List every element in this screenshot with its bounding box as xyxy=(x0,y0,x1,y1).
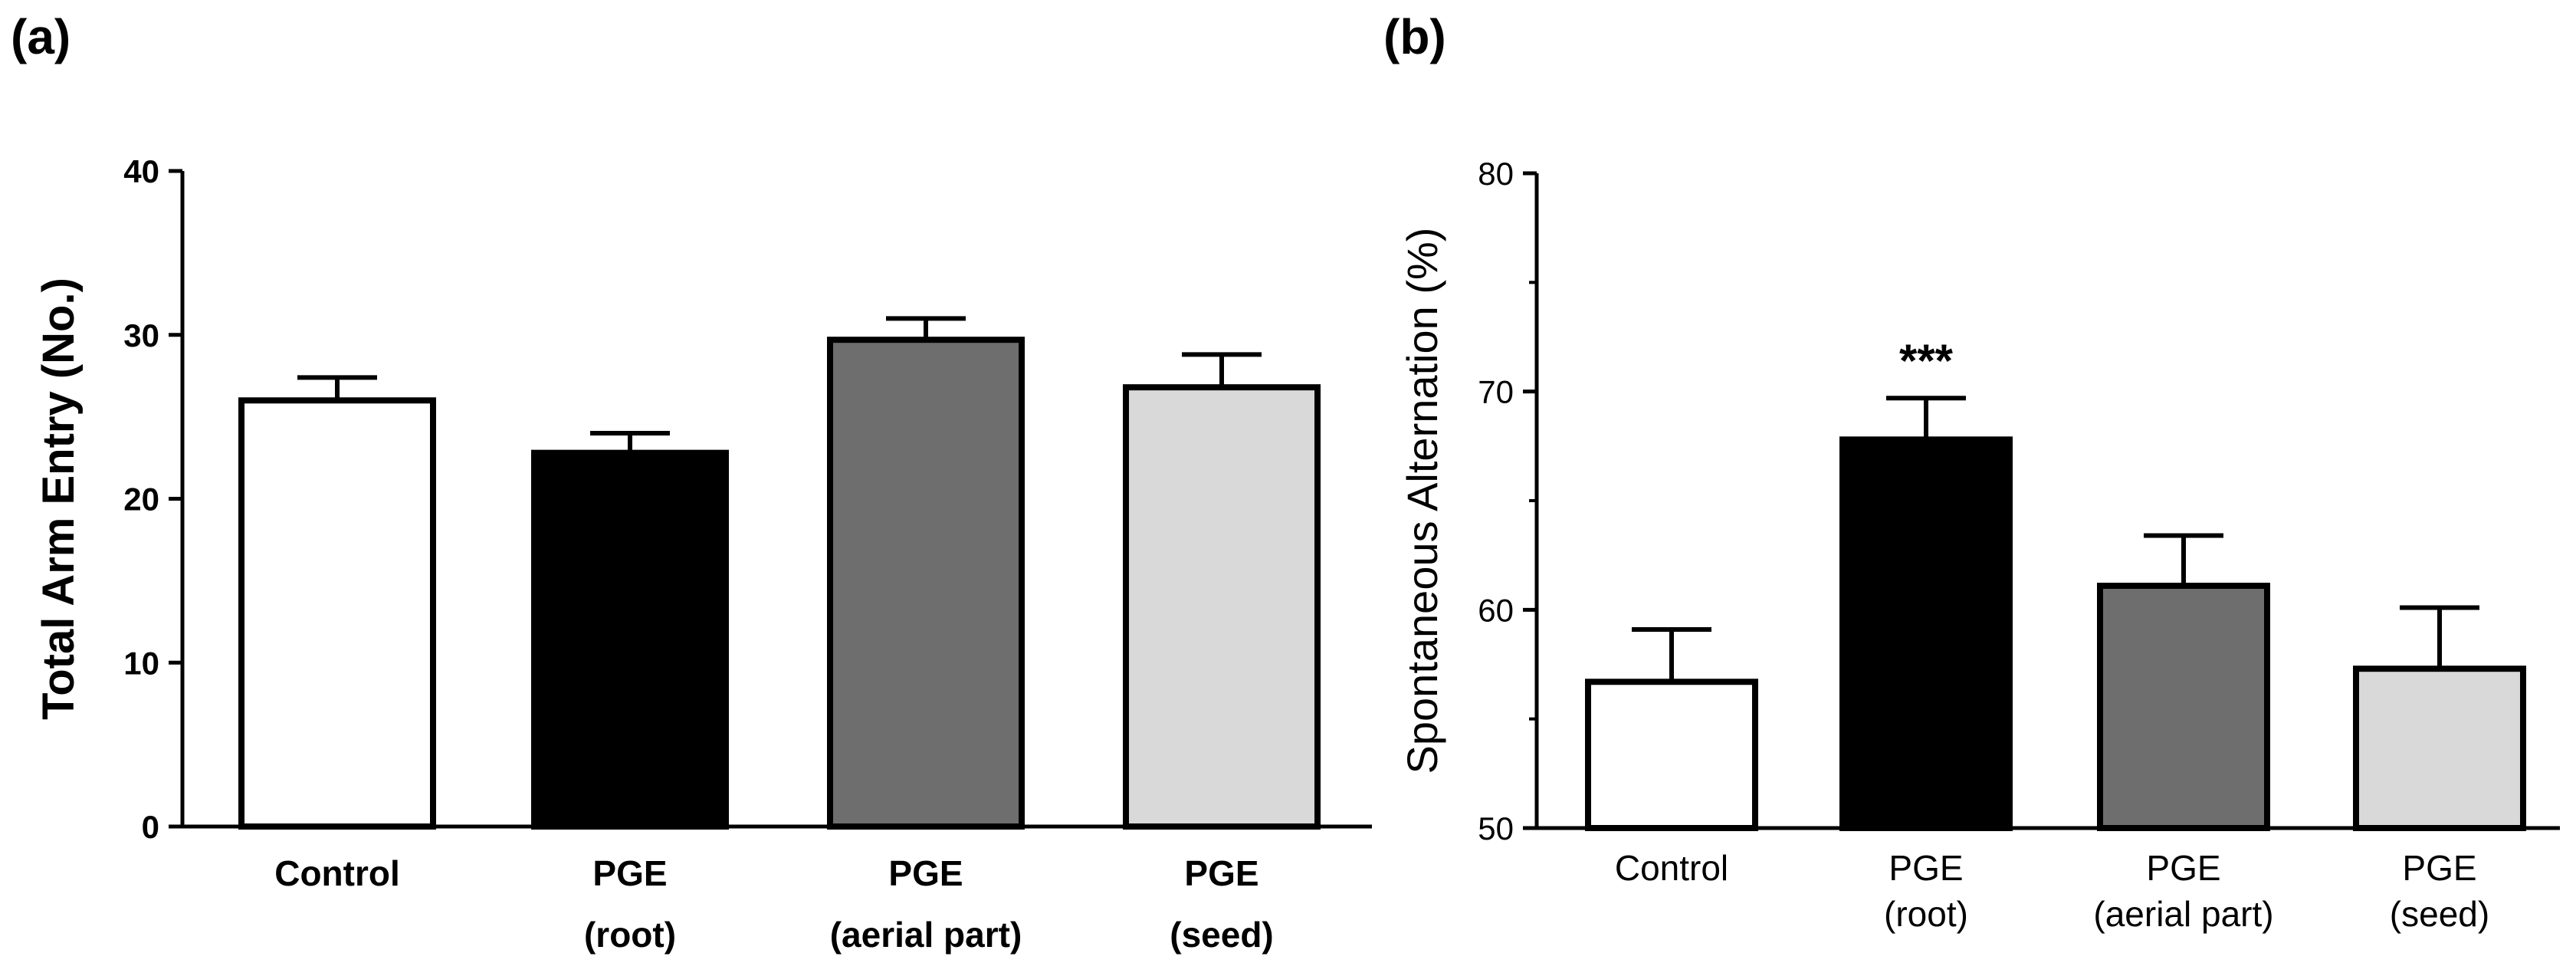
bar xyxy=(2097,583,2270,832)
x-tick-label: (aerial part) xyxy=(2093,894,2273,934)
x-tick-label: PGE xyxy=(888,853,963,893)
bar xyxy=(827,337,1025,830)
x-tick-label: (seed) xyxy=(2390,894,2489,934)
x-tick-label: (root) xyxy=(1884,894,1968,934)
panel-letter: (b) xyxy=(1383,9,1446,64)
bar xyxy=(238,397,436,830)
y-tick-label: 10 xyxy=(123,645,159,681)
significance-annotation: *** xyxy=(1899,335,1954,386)
x-tick-label: PGE xyxy=(1184,853,1258,893)
bar xyxy=(1123,384,1321,830)
y-tick-label: 0 xyxy=(142,809,159,845)
x-tick-label: PGE xyxy=(2402,848,2476,888)
x-tick-label: (aerial part) xyxy=(830,915,1022,955)
y-tick-label: 60 xyxy=(1478,592,1514,628)
x-tick-label: PGE xyxy=(592,853,667,893)
y-tick-label: 40 xyxy=(123,153,159,189)
x-tick-label: Control xyxy=(1615,848,1728,888)
chart-panel-a: (a) 0 10 20 30 40 Total Arm Entry (No.) Control… xyxy=(11,9,1372,955)
y-tick-label: 20 xyxy=(123,482,159,518)
x-tick-label: PGE xyxy=(1889,848,1963,888)
panel-letter: (a) xyxy=(11,9,71,64)
x-tick-label: (seed) xyxy=(1170,915,1273,955)
chart-panel-b: (b) 50 60 70 80 Spontaneous Alternation (%) Co… xyxy=(1383,9,2560,934)
x-tick-label: Control xyxy=(274,853,400,893)
y-tick-label: 50 xyxy=(1478,810,1514,846)
y-tick-label: 30 xyxy=(123,317,159,353)
bar xyxy=(1585,679,1758,831)
y-tick-label: 80 xyxy=(1478,156,1514,192)
bar xyxy=(1839,436,2013,831)
y-tick-label: 70 xyxy=(1478,374,1514,410)
x-tick-label: PGE xyxy=(2146,848,2220,888)
bar xyxy=(531,449,729,830)
bar xyxy=(2353,666,2526,832)
x-tick-label: (root) xyxy=(584,915,676,955)
y-axis-label: Total Arm Entry (No.) xyxy=(34,278,84,720)
y-axis-label: Spontaneous Alternation (%) xyxy=(1398,228,1446,774)
